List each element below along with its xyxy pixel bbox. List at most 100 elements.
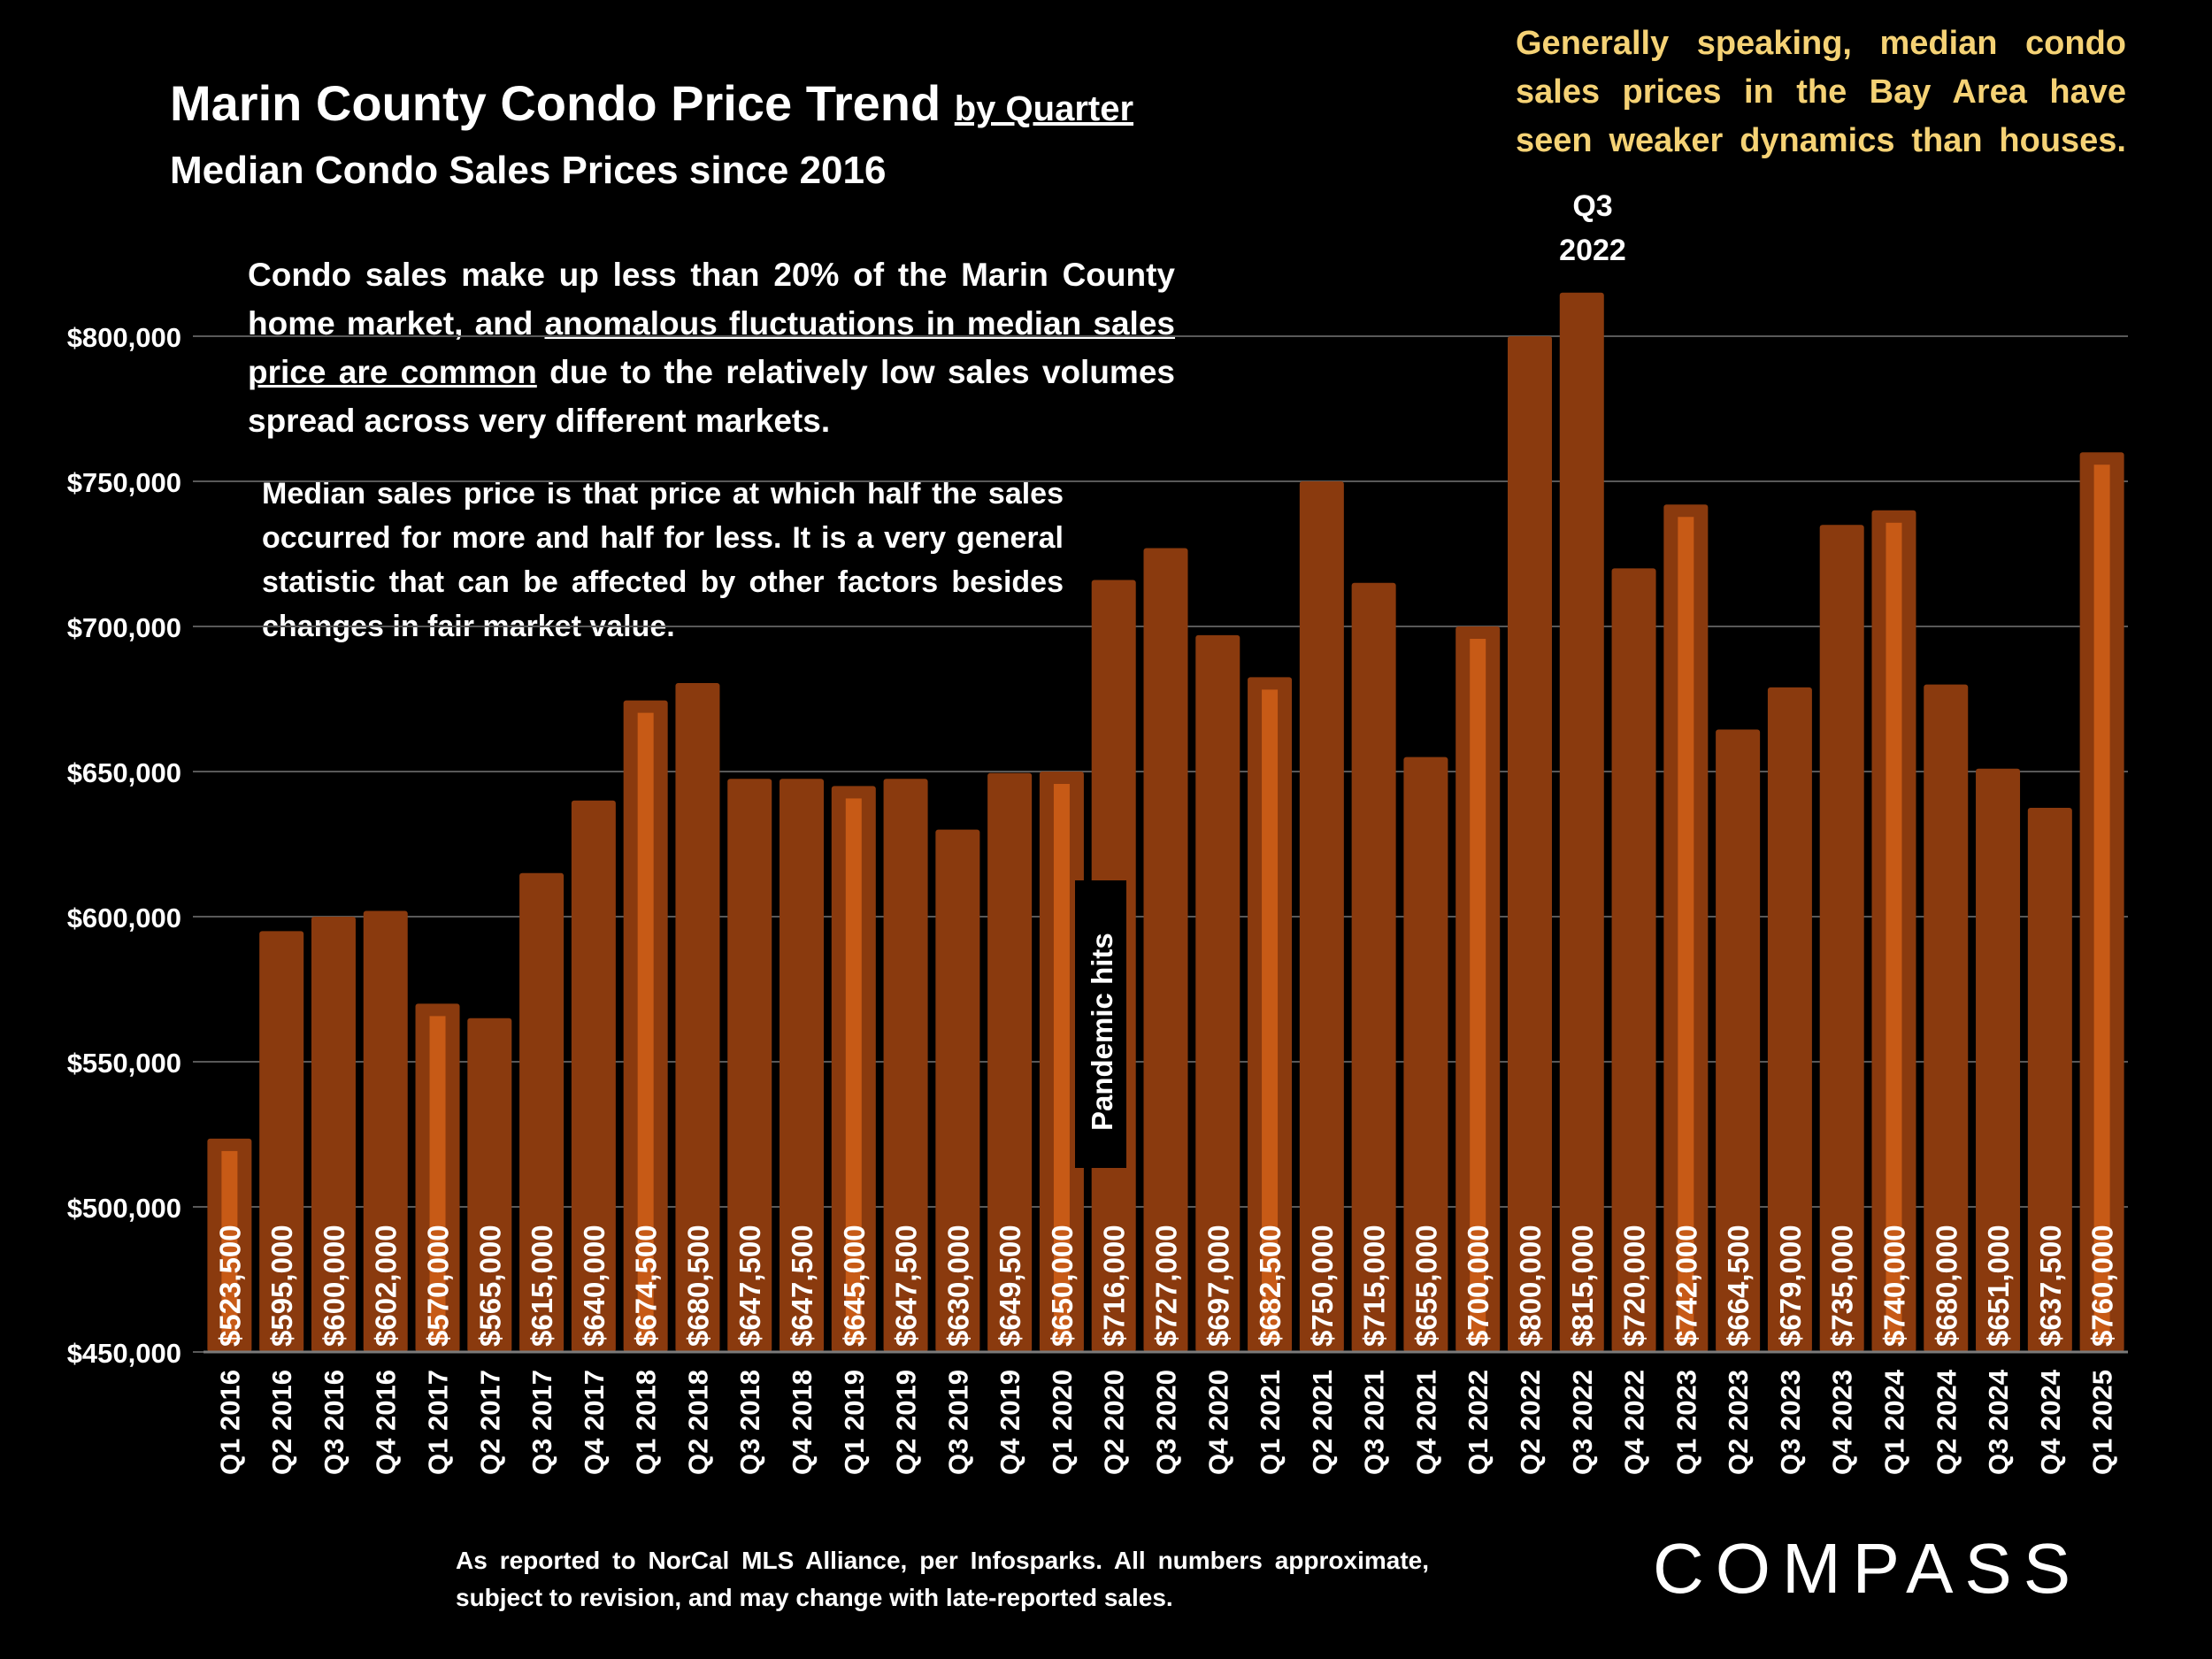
bar <box>987 772 1033 1352</box>
bar <box>1976 768 2021 1352</box>
bar <box>675 682 720 1352</box>
bar <box>1143 548 1188 1352</box>
bar-value-label: $647,500 <box>786 1225 818 1347</box>
bar <box>1351 582 1396 1352</box>
bar <box>1299 481 1344 1352</box>
bar-value-label: $637,500 <box>2034 1225 2067 1347</box>
x-tick-label: Q3 2017 <box>526 1370 557 1475</box>
bar <box>780 779 825 1352</box>
bar-value-label: $750,000 <box>1306 1225 1339 1347</box>
bar-value-label: $647,500 <box>890 1225 923 1347</box>
x-tick-label: Q1 2016 <box>214 1370 245 1475</box>
y-tick-label: $700,000 <box>67 612 181 643</box>
bar-highlight <box>429 1016 446 1343</box>
bar-value-label: $647,500 <box>733 1225 766 1347</box>
bar <box>2027 808 2072 1352</box>
bar-highlight <box>637 712 654 1343</box>
bar <box>519 872 565 1352</box>
y-tick-label: $550,000 <box>67 1048 181 1079</box>
bar-value-label: $679,000 <box>1774 1225 1807 1347</box>
bar-value-label: $760,000 <box>2086 1225 2119 1347</box>
bar-value-label: $735,000 <box>1826 1225 1859 1347</box>
x-tick-label: Q4 2018 <box>787 1370 818 1475</box>
peak-year: 2022 <box>1559 234 1626 267</box>
x-tick-label: Q4 2020 <box>1202 1370 1233 1475</box>
bar <box>363 910 408 1352</box>
x-tick-label: Q1 2017 <box>423 1370 454 1475</box>
x-tick-label: Q3 2019 <box>942 1370 973 1475</box>
median-definition-note: Median sales price is that price at whic… <box>262 477 1064 643</box>
bar-value-label: $664,500 <box>1722 1225 1755 1347</box>
bar-value-label: $815,000 <box>1566 1225 1599 1347</box>
x-tick-label: Q4 2021 <box>1410 1370 1441 1475</box>
x-tick-label: Q3 2023 <box>1775 1370 1806 1475</box>
bar <box>935 829 980 1352</box>
bar <box>1507 336 1552 1352</box>
bar-value-label: $715,000 <box>1358 1225 1391 1347</box>
bar-value-label: $800,000 <box>1514 1225 1547 1347</box>
condo-share-post: due to the relatively low sales volumes … <box>248 354 1175 439</box>
bar <box>727 779 772 1352</box>
bar-highlight <box>1470 639 1486 1343</box>
bar-value-label: $680,500 <box>681 1225 714 1347</box>
bar-highlight <box>2093 465 2110 1343</box>
x-tick-label: Q2 2018 <box>682 1370 713 1475</box>
x-tick-label: Q4 2022 <box>1619 1370 1650 1475</box>
bar-value-label: $697,000 <box>1202 1225 1234 1347</box>
x-tick-label: Q1 2025 <box>2087 1370 2118 1475</box>
bar-value-label: $720,000 <box>1618 1225 1651 1347</box>
bar-value-label: $570,000 <box>422 1225 455 1347</box>
bar-value-label: $640,000 <box>578 1225 611 1347</box>
bar <box>311 917 356 1352</box>
bar-value-label: $674,500 <box>630 1225 663 1347</box>
x-tick-label: Q4 2024 <box>2035 1369 2066 1475</box>
chart-title: Marin County Condo Price Trend by Quarte… <box>170 74 1133 132</box>
bar <box>1611 568 1656 1352</box>
x-tick-label: Q4 2023 <box>1827 1370 1858 1475</box>
x-tick-label: Q4 2017 <box>579 1370 610 1475</box>
x-tick-label: Q1 2024 <box>1878 1369 1909 1475</box>
source-footnote: As reported to NorCal MLS Alliance, per … <box>456 1547 1429 1611</box>
y-tick-label: $750,000 <box>67 467 181 498</box>
x-tick-label: Q3 2022 <box>1567 1370 1598 1475</box>
bar-value-label: $600,000 <box>318 1225 350 1347</box>
bar-value-label: $649,500 <box>994 1225 1026 1347</box>
bar <box>259 931 304 1352</box>
bar-value-label: $727,000 <box>1150 1225 1183 1347</box>
bar <box>883 779 928 1352</box>
bar-value-label: $680,000 <box>1930 1225 1962 1347</box>
bar <box>1819 525 1864 1352</box>
bar-highlight <box>845 798 862 1343</box>
x-tick-label: Q2 2019 <box>891 1370 922 1475</box>
bar-value-label: $523,500 <box>213 1225 246 1347</box>
chart-subtitle: Median Condo Sales Prices since 2016 <box>170 149 887 192</box>
x-tick-label: Q1 2021 <box>1255 1370 1286 1475</box>
x-tick-label: Q2 2023 <box>1723 1370 1754 1475</box>
bay-area-note: Generally speaking, median condo sales p… <box>1516 25 2126 159</box>
x-tick-label: Q2 2024 <box>1931 1369 1962 1475</box>
x-tick-label: Q4 2019 <box>995 1370 1025 1475</box>
bar-highlight <box>1262 689 1279 1343</box>
x-tick-label: Q1 2022 <box>1463 1370 1494 1475</box>
y-tick-label: $500,000 <box>67 1193 181 1224</box>
bar <box>1716 729 1761 1352</box>
bar-value-label: $645,000 <box>838 1225 871 1347</box>
bar-highlight <box>1886 522 1902 1343</box>
bar-highlight <box>1053 784 1070 1343</box>
x-tick-label: Q1 2020 <box>1047 1370 1078 1475</box>
y-tick-label: $650,000 <box>67 757 181 788</box>
x-tick-label: Q3 2018 <box>734 1370 765 1475</box>
x-tick-label: Q1 2019 <box>839 1370 870 1475</box>
x-tick-label: Q1 2018 <box>631 1370 662 1475</box>
x-tick-label: Q3 2016 <box>319 1370 349 1475</box>
bar <box>1767 687 1812 1352</box>
x-tick-label: Q2 2021 <box>1307 1370 1338 1475</box>
bar <box>571 800 616 1352</box>
bar-value-label: $716,000 <box>1098 1225 1131 1347</box>
compass-logo: COMPASS <box>1653 1529 2083 1608</box>
x-tick-label: Q3 2020 <box>1151 1370 1182 1475</box>
x-tick-label: Q2 2017 <box>474 1370 505 1475</box>
bar-value-label: $650,000 <box>1046 1225 1079 1347</box>
bar <box>467 1018 512 1352</box>
